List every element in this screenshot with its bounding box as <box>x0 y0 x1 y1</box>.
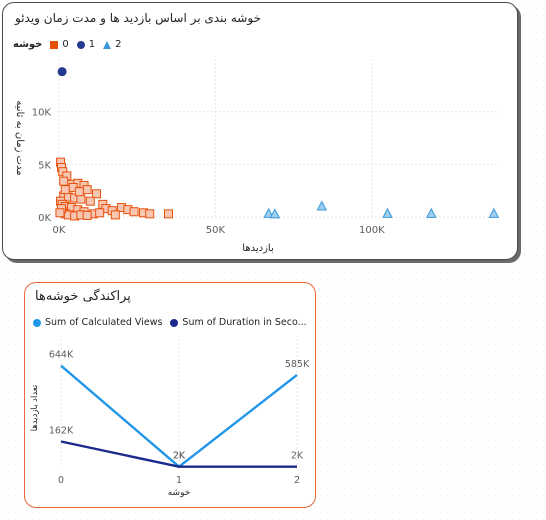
line-legend: Sum of Calculated Views Sum of Duration … <box>33 317 307 328</box>
x-axis-label: بازدیدها <box>242 243 273 254</box>
data-label: 585K <box>285 359 310 370</box>
y-axis-label: تعداد بازدیدها <box>30 384 40 431</box>
legend-square-icon <box>50 40 59 49</box>
scatter-point-cluster-0 <box>74 187 84 197</box>
legend-item-views[interactable]: Sum of Calculated Views <box>45 317 163 328</box>
line-series-1 <box>60 440 297 468</box>
data-label: 2K <box>291 451 304 462</box>
y-tick-label: 0K <box>38 213 51 224</box>
scatter-point-cluster-2 <box>425 207 437 218</box>
y-axis-label: مدت زمان به ثانیه <box>14 100 25 175</box>
scatter-point-cluster-0 <box>145 209 155 219</box>
scatter-point-cluster-0 <box>59 176 69 186</box>
scatter-point-cluster-0 <box>76 194 86 204</box>
legend-circle-icon <box>76 40 85 49</box>
scatter-point-cluster-0 <box>95 208 105 218</box>
scatter-point-cluster-2 <box>269 208 281 219</box>
scatter-point-cluster-0 <box>60 185 70 195</box>
scatter-point-cluster-0 <box>129 207 139 217</box>
scatter-point-cluster-0 <box>85 196 95 206</box>
scatter-point-cluster-0 <box>82 185 92 195</box>
data-label: 644K <box>49 350 74 361</box>
scatter-legend: خوشه 0 1 2 <box>13 39 122 50</box>
x-tick-label: 50K <box>206 225 226 236</box>
legend-item-0[interactable]: 0 <box>62 39 69 50</box>
scatter-point-cluster-0 <box>110 210 120 220</box>
scatter-point-cluster-0 <box>82 210 92 220</box>
legend-item-2[interactable]: 2 <box>115 39 122 50</box>
scatter-point-cluster-2 <box>382 207 393 218</box>
y-tick-label: 5K <box>38 160 51 171</box>
scatter-point-cluster-2 <box>316 200 328 211</box>
x-axis-label: خوشه <box>168 488 191 498</box>
legend-title: خوشه <box>13 39 43 50</box>
legend-dot-icon <box>33 318 41 327</box>
legend-dot-icon <box>170 318 179 327</box>
legend-triangle-icon <box>103 40 112 49</box>
data-label: 2K <box>173 451 186 462</box>
scatter-point-cluster-2 <box>263 207 274 218</box>
x-tick-label: 2 <box>294 475 300 486</box>
scatter-point-cluster-0 <box>55 208 65 218</box>
legend-item-duration[interactable]: Sum of Duration in Seco... <box>182 317 307 328</box>
line-visual[interactable]: پراکندگی خوشه‌ها Sum of Calculated Views… <box>24 282 316 508</box>
scatter-point-cluster-0 <box>164 209 173 219</box>
data-label: 2K <box>173 451 186 462</box>
legend-item-1[interactable]: 1 <box>88 39 96 50</box>
scatter-point-cluster-2 <box>488 207 500 218</box>
x-tick-label: 0K <box>53 225 66 236</box>
x-tick-label: 1 <box>176 475 182 486</box>
scatter-visual[interactable]: خوشه بندی بر اساس بازدید ها و مدت زمان و… <box>2 2 518 260</box>
x-tick-label: 0 <box>58 475 64 486</box>
scatter-point-cluster-0 <box>92 189 102 199</box>
data-label: 162K <box>49 426 74 437</box>
line-title: پراکندگی خوشه‌ها <box>35 289 131 304</box>
scatter-point-cluster-1 <box>57 67 67 77</box>
scatter-plot: 0K 50K 100K 0K 5K 10K بازدیدها مدت زمان به ثانی… <box>14 59 500 254</box>
x-tick-label: 100K <box>359 225 385 236</box>
y-tick-label: 10K <box>32 108 52 119</box>
scatter-title: خوشه بندی بر اساس بازدید ها و مدت زمان و… <box>15 11 261 25</box>
